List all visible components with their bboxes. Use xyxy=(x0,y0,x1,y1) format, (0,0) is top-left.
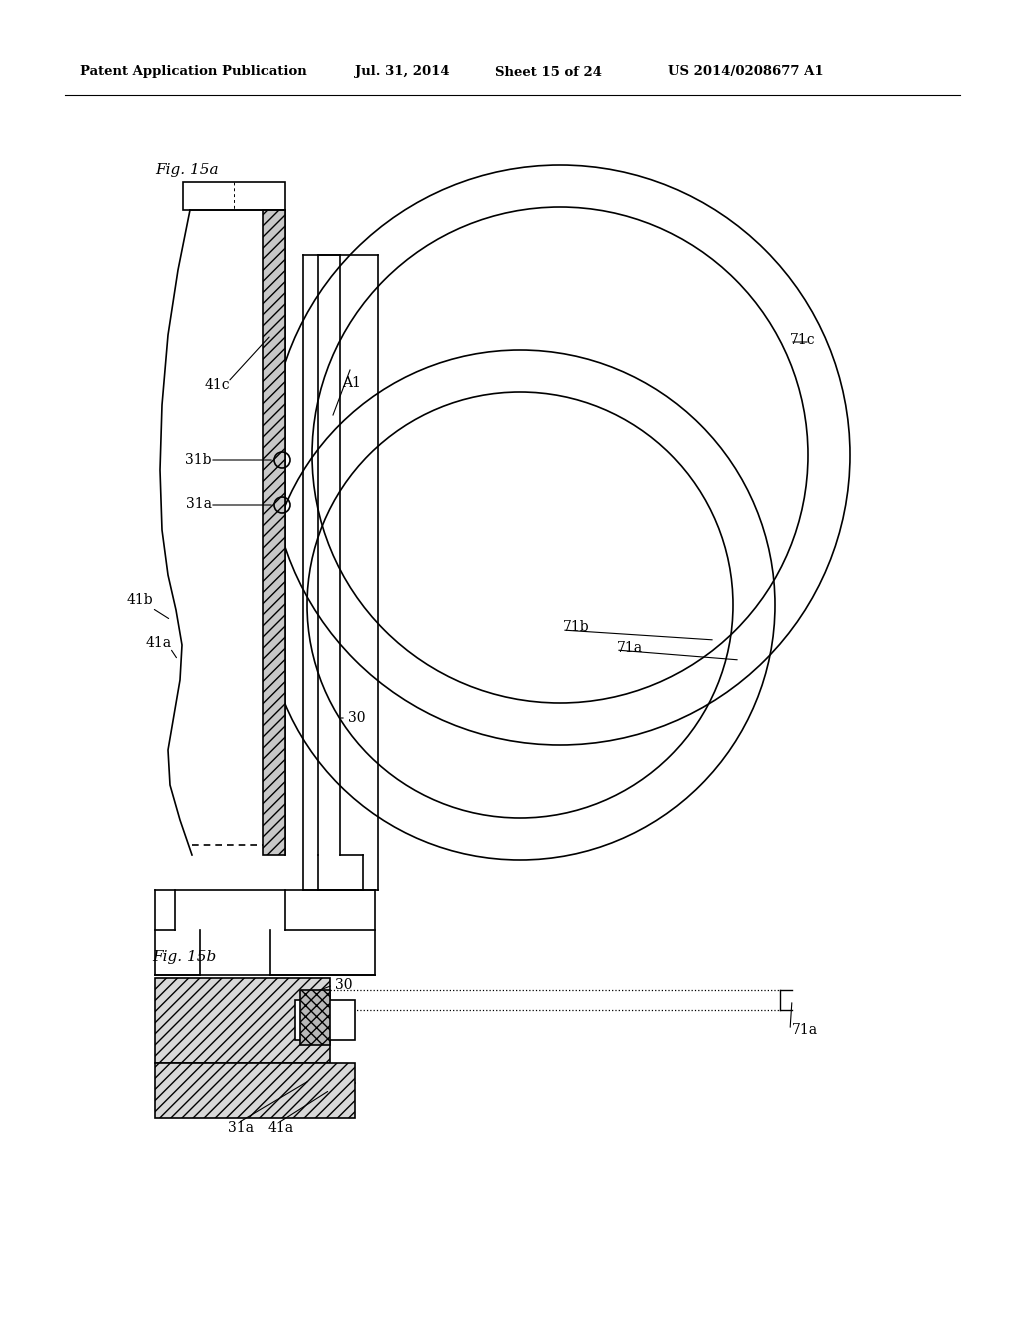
Bar xyxy=(295,1001,355,1040)
Text: 41a: 41a xyxy=(268,1121,294,1135)
Text: 41a: 41a xyxy=(145,636,172,649)
Text: 41b: 41b xyxy=(126,593,153,607)
Text: 71b: 71b xyxy=(563,620,590,634)
Text: 30: 30 xyxy=(335,978,352,993)
Text: Patent Application Publication: Patent Application Publication xyxy=(80,66,307,78)
Text: 30: 30 xyxy=(348,711,366,725)
Bar xyxy=(155,1063,355,1118)
Text: 31a: 31a xyxy=(228,1121,254,1135)
Text: 71a: 71a xyxy=(792,1023,818,1038)
Bar xyxy=(183,182,285,210)
Text: 71c: 71c xyxy=(790,333,816,347)
Text: Jul. 31, 2014: Jul. 31, 2014 xyxy=(355,66,450,78)
Bar xyxy=(263,210,285,855)
Text: 41c: 41c xyxy=(205,378,230,392)
Text: 31b: 31b xyxy=(185,453,212,467)
Text: 31a: 31a xyxy=(186,498,212,511)
Text: A1: A1 xyxy=(342,376,360,389)
Bar xyxy=(155,978,330,1063)
Text: Fig. 15b: Fig. 15b xyxy=(152,950,216,964)
Text: Fig. 15a: Fig. 15a xyxy=(155,162,219,177)
Text: Sheet 15 of 24: Sheet 15 of 24 xyxy=(495,66,602,78)
Bar xyxy=(300,990,330,1045)
Text: 71a: 71a xyxy=(617,642,643,655)
Text: US 2014/0208677 A1: US 2014/0208677 A1 xyxy=(668,66,823,78)
